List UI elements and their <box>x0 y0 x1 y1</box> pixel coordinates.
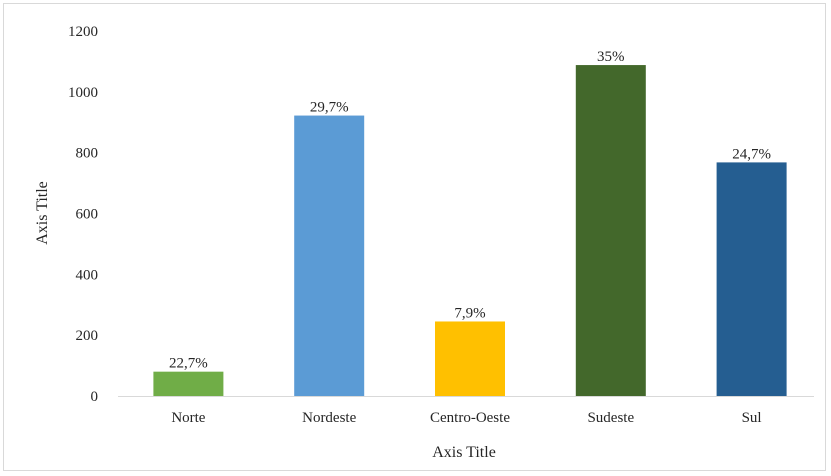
y-axis-title: Axis Title <box>34 181 51 245</box>
data-labels: 22,7% 29,7% 7,9% 35% 24,7% <box>169 49 771 372</box>
y-tick-label: 600 <box>76 207 99 223</box>
bar-centro-oeste <box>435 321 505 396</box>
x-axis-title: Axis Title <box>432 444 496 461</box>
y-tick-label: 800 <box>76 146 99 162</box>
y-tick-label: 200 <box>76 328 99 344</box>
data-label: 29,7% <box>310 100 349 116</box>
data-label: 24,7% <box>732 146 771 162</box>
y-axis-ticks: 0 200 400 600 800 1000 1200 <box>68 24 98 405</box>
x-category-label: Centro-Oeste <box>430 410 510 426</box>
bar-norte <box>153 371 224 396</box>
y-tick-label: 1200 <box>68 24 98 40</box>
chart-area <box>3 3 826 471</box>
y-tick-label: 1000 <box>68 85 98 101</box>
bar-nordeste <box>294 115 365 396</box>
y-tick-label: 0 <box>91 389 99 405</box>
bars <box>153 65 787 397</box>
data-label: 7,9% <box>454 305 485 321</box>
x-category-label: Nordeste <box>302 410 356 426</box>
bar-sudeste <box>575 65 646 397</box>
data-label: 22,7% <box>169 356 208 372</box>
x-axis-categories: Norte Nordeste Centro-Oeste Sudeste Sul <box>171 410 761 426</box>
y-tick-label: 400 <box>76 267 99 283</box>
x-category-label: Norte <box>171 410 205 426</box>
data-label: 35% <box>597 49 625 65</box>
x-category-label: Sudeste <box>587 410 634 426</box>
bar-sul <box>716 162 787 396</box>
x-category-label: Sul <box>742 410 762 426</box>
